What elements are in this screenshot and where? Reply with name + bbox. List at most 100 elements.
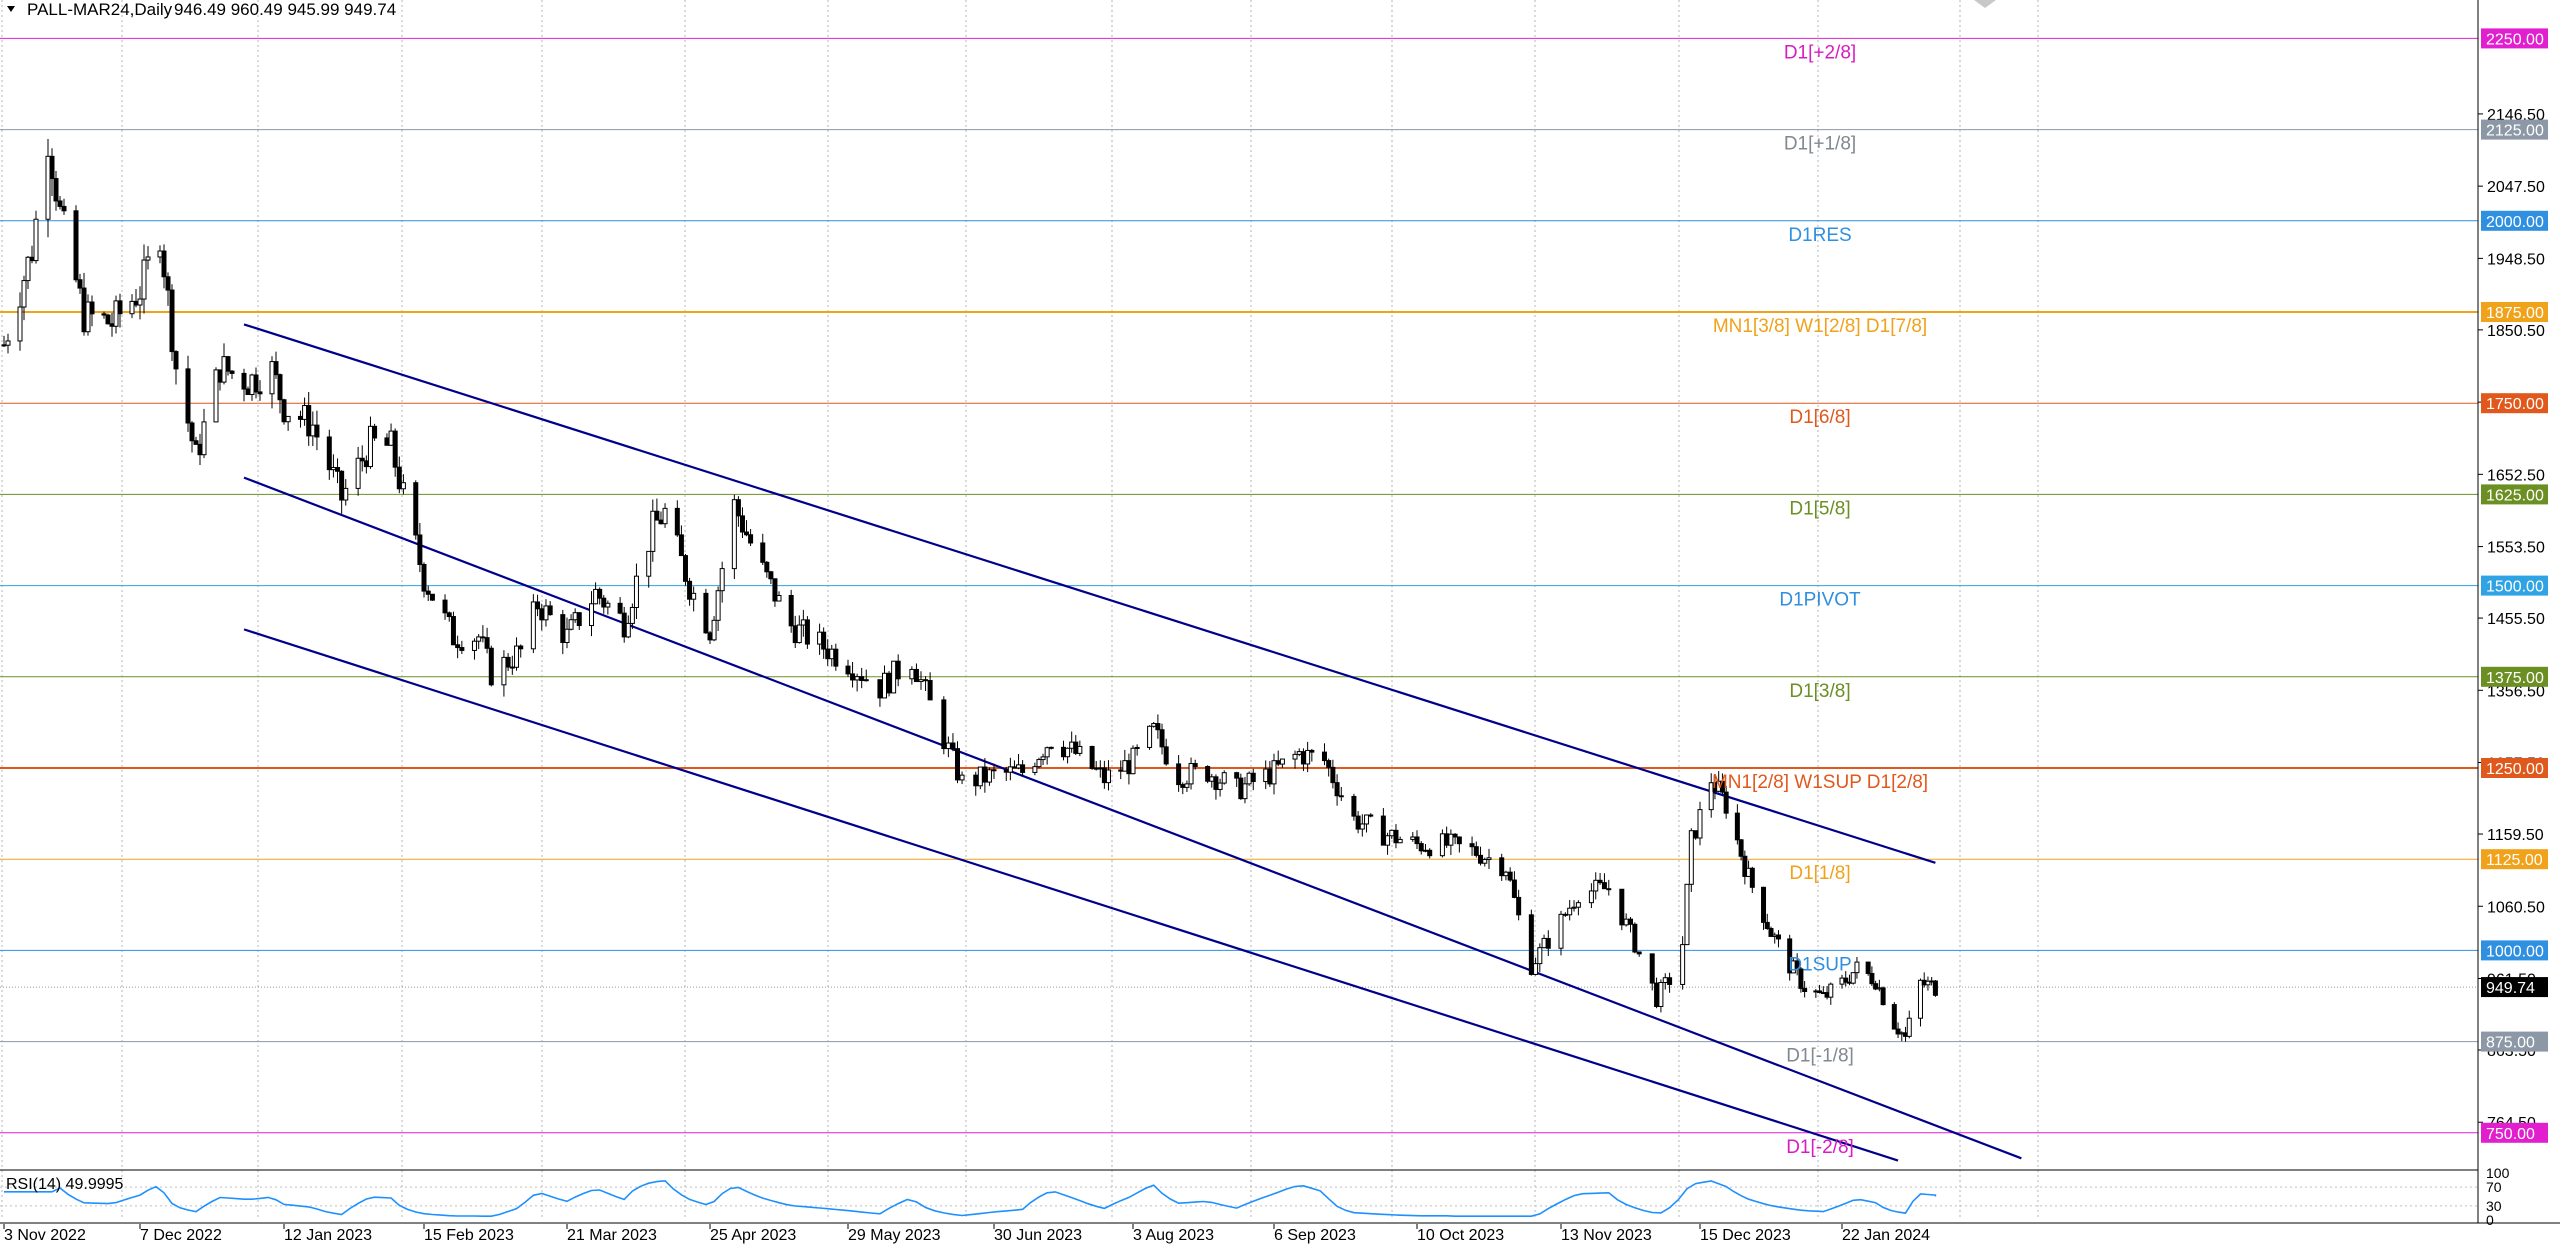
candle-body: [257, 391, 263, 395]
candle-body: [1764, 921, 1770, 929]
candle-body: [339, 470, 345, 501]
candle-body: [1632, 923, 1638, 953]
chart-shift-marker-icon[interactable]: [1974, 0, 1996, 8]
candle-body: [973, 774, 979, 787]
candle-body: [245, 388, 251, 396]
candle-body: [355, 457, 361, 489]
candle-body: [760, 542, 766, 563]
candle-body: [1697, 809, 1703, 839]
time-axis: 3 Nov 2022 7 Dec 2022 12 Jan 2023 15 Feb 20…: [3, 1224, 1930, 1244]
candle-body: [621, 612, 627, 638]
candle-body: [137, 298, 143, 306]
candle-body: [1011, 766, 1017, 769]
level-label: D1[-1/8]: [1786, 1046, 1854, 1067]
channel-line[interactable]: [243, 323, 1936, 864]
candle-body: [1623, 918, 1629, 926]
candle-body: [1122, 760, 1128, 772]
price-tick-label: 1652.50: [2487, 467, 2545, 484]
candle-body: [863, 679, 869, 682]
candle-body: [768, 571, 774, 580]
channel-line[interactable]: [243, 628, 1899, 1162]
candle-body: [1275, 760, 1281, 765]
channel-line[interactable]: [243, 476, 2022, 1160]
candle-body: [1658, 982, 1664, 1007]
candle-body: [1065, 747, 1071, 758]
candle-body: [646, 550, 652, 577]
candle-body: [1234, 772, 1240, 779]
candle-body: [895, 660, 901, 680]
candle-body: [1817, 990, 1823, 994]
candle-body: [241, 372, 247, 390]
candle-body: [1775, 934, 1781, 940]
candle-body: [157, 250, 163, 258]
candle-body: [1528, 914, 1534, 975]
price-tick-label: 1850.50: [2487, 323, 2545, 340]
candle-body: [73, 210, 79, 281]
level-label: D1PIVOT: [1779, 590, 1861, 611]
candle-body: [1601, 882, 1607, 890]
candle-body: [1, 344, 7, 347]
candle-body: [1541, 937, 1547, 949]
candle-body: [792, 625, 798, 644]
date-tick-label: 29 May 2023: [848, 1227, 941, 1244]
candle-body: [877, 679, 883, 699]
candle-body: [1511, 879, 1517, 898]
candle-body: [955, 748, 960, 781]
candle-body: [788, 594, 794, 627]
dropdown-triangle-icon[interactable]: [7, 6, 15, 12]
candle-body: [384, 437, 390, 446]
candle-body: [547, 605, 553, 616]
candle-body: [1389, 829, 1395, 837]
candle-body: [1693, 830, 1699, 839]
trend-channel[interactable]: [243, 323, 2022, 1162]
candle-body: [1895, 1028, 1901, 1035]
candle-body: [982, 766, 988, 783]
price-axis: 2146.502047.501948.501850.501751.501652.…: [0, 0, 2560, 1224]
candle-body: [1069, 741, 1075, 749]
grid: [1, 0, 2039, 1220]
candle-body: [715, 590, 721, 621]
current-price-tag: [2481, 977, 2548, 998]
candle-body: [1654, 982, 1660, 1007]
candle-body: [129, 300, 135, 315]
candle-body: [1048, 746, 1054, 749]
candle-body: [654, 510, 660, 521]
candle-body: [572, 612, 578, 621]
level-label: D1[+2/8]: [1784, 42, 1856, 63]
candle-body: [735, 499, 741, 517]
candle-body: [425, 590, 431, 595]
level-label: D1[-2/8]: [1786, 1137, 1854, 1158]
candle-body: [543, 605, 549, 621]
candle-body: [804, 619, 810, 645]
candle-body: [1482, 859, 1488, 864]
candle-body: [597, 588, 603, 599]
candle-body: [509, 666, 515, 669]
candle-body: [1873, 983, 1879, 990]
candle-body: [1734, 812, 1740, 841]
candle-body: [105, 314, 111, 325]
candle-body: [1385, 835, 1391, 846]
candle-body: [850, 673, 856, 681]
candle-body: [1575, 902, 1581, 908]
candle-body: [674, 507, 680, 536]
level-price-tag-text: 1375.00: [2486, 670, 2544, 687]
candle-body: [1334, 782, 1340, 797]
murrey-levels: [0, 37, 2478, 1134]
price-tick-label: 1455.50: [2487, 611, 2545, 628]
candle-body: [1850, 972, 1856, 984]
level-price-tag-text: 2125.00: [2486, 123, 2544, 140]
candle-body: [918, 679, 924, 683]
date-tick-label: 3 Nov 2022: [4, 1227, 86, 1244]
candle-body: [1932, 980, 1938, 996]
level-price-tag: [2481, 758, 2548, 778]
candle-body: [1499, 857, 1505, 877]
candle-body: [1217, 782, 1223, 790]
candle-body: [326, 436, 332, 471]
candle-body: [1558, 913, 1564, 949]
candle-body: [882, 672, 887, 699]
candle-body: [923, 679, 929, 682]
candle-body: [617, 602, 623, 614]
candle-body: [1516, 896, 1522, 916]
